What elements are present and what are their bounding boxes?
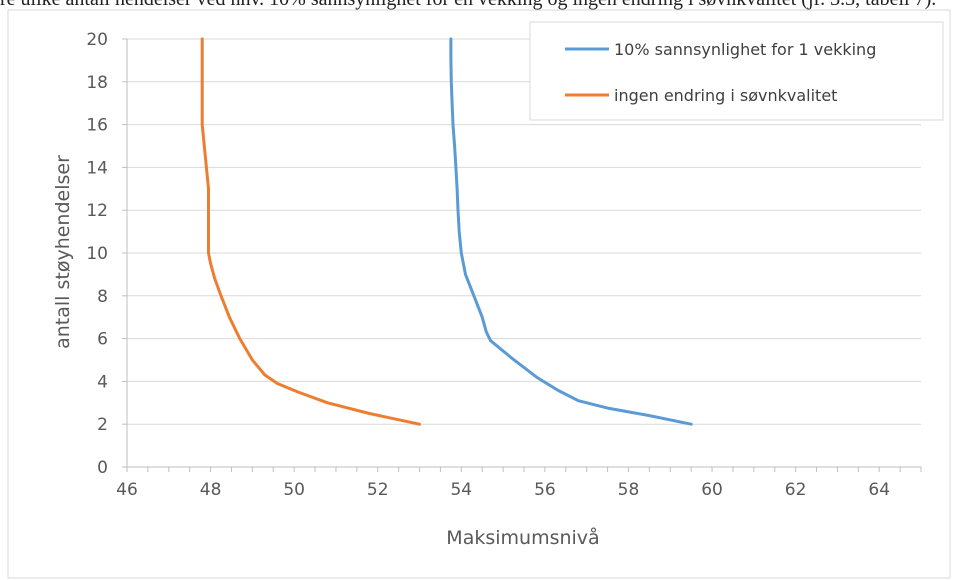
- legend: 10% sannsynlighet for 1 vekking ingen en…: [529, 21, 944, 121]
- y-tick-label-16: 16: [86, 116, 108, 136]
- axes: [122, 38, 922, 472]
- legend-box: [529, 21, 944, 121]
- legend-label-1: 10% sannsynlighet for 1 vekking: [614, 40, 876, 59]
- series-line-2: [200, 37, 421, 426]
- series-lines: [200, 37, 693, 426]
- y-tick-label-20: 20: [86, 30, 108, 50]
- x-tick-label-54: 54: [450, 480, 472, 500]
- caption-fragment: re ulike antall hendelser ved hhv. 10% s…: [0, 0, 959, 10]
- y-tick-label-18: 18: [86, 73, 108, 93]
- y-tick-label-2: 2: [97, 415, 108, 435]
- y-axis-title: antall støyhendelser: [52, 155, 74, 349]
- y-tick-label-10: 10: [86, 244, 108, 264]
- y-tick-label-12: 12: [86, 201, 108, 221]
- y-tick-label-4: 4: [97, 372, 108, 392]
- x-tick-label-50: 50: [283, 480, 305, 500]
- y-tick-label-0: 0: [97, 458, 108, 478]
- x-tick-label-60: 60: [701, 480, 723, 500]
- series-line-1: [449, 37, 693, 426]
- x-axis-title: Maksimumsnivå: [446, 526, 599, 549]
- x-tick-label-62: 62: [785, 480, 807, 500]
- y-tick-labels: 0 2 4 6 8 10 12 14 16 18 20: [86, 30, 108, 478]
- y-tick-label-8: 8: [97, 287, 108, 307]
- x-tick-label-58: 58: [618, 480, 640, 500]
- x-tick-label-48: 48: [200, 480, 222, 500]
- x-tick-label-46: 46: [116, 480, 138, 500]
- legend-label-2: ingen endring i søvnkvalitet: [614, 86, 837, 105]
- y-tick-label-14: 14: [86, 158, 108, 178]
- y-tick-label-6: 6: [97, 330, 108, 350]
- x-tick-label-52: 52: [367, 480, 389, 500]
- x-tick-labels: 46 48 50 52 54 56 58 60 62 64: [116, 480, 890, 500]
- x-tick-label-56: 56: [534, 480, 556, 500]
- x-tick-label-64: 64: [868, 480, 890, 500]
